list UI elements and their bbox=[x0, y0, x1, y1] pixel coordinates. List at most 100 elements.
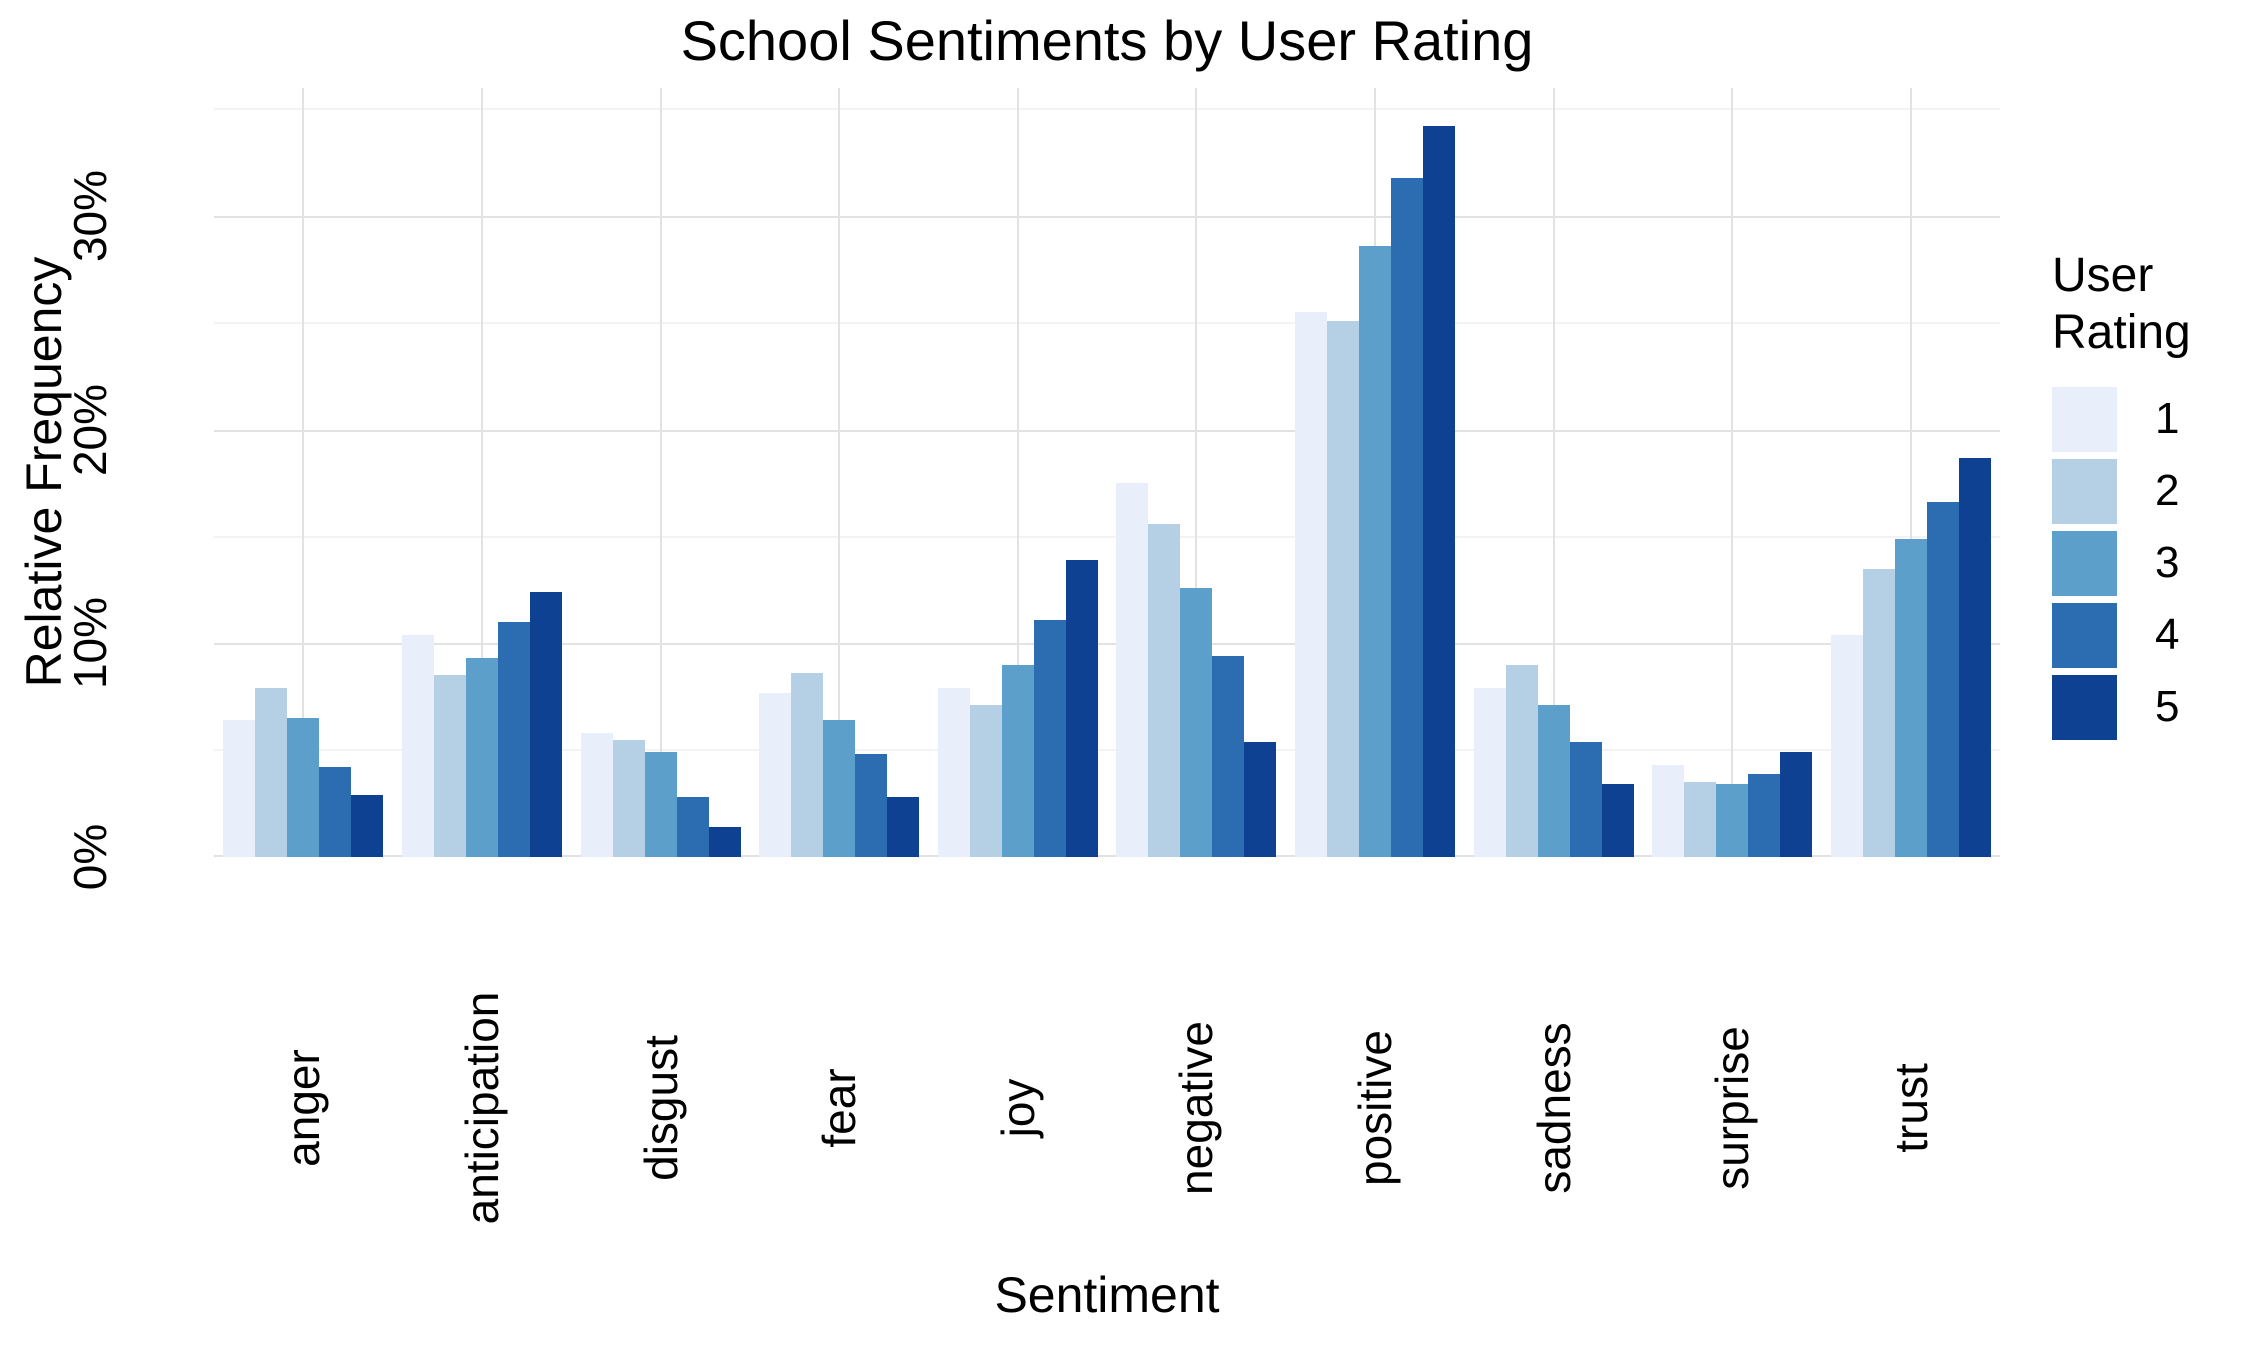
legend-swatch-1 bbox=[2052, 386, 2117, 452]
legend: User Rating 1 2 3 4 5 bbox=[2052, 248, 2262, 743]
legend-item-3: 3 bbox=[2052, 527, 2262, 599]
minor-gridline bbox=[214, 108, 2000, 111]
x-axis-title: Sentiment bbox=[994, 1267, 1220, 1323]
bar-joy-rating-1 bbox=[937, 688, 970, 857]
bar-surprise-rating-2 bbox=[1684, 782, 1717, 857]
major-gridline bbox=[214, 643, 2000, 646]
bar-sadness-rating-5 bbox=[1601, 784, 1634, 857]
bar-anticipation-rating-2 bbox=[433, 675, 466, 857]
x-tick-label-surprise: surprise bbox=[1706, 1026, 1759, 1190]
bar-negative-rating-1 bbox=[1116, 483, 1149, 857]
bar-positive-rating-2 bbox=[1326, 320, 1359, 857]
bar-joy-rating-5 bbox=[1065, 560, 1098, 857]
bar-disgust-rating-2 bbox=[612, 739, 645, 857]
category-gridline bbox=[659, 88, 662, 857]
bar-negative-rating-4 bbox=[1212, 656, 1245, 857]
bar-negative-rating-3 bbox=[1180, 587, 1213, 857]
legend-swatch-3 bbox=[2052, 530, 2117, 596]
x-tick-label-sadness: sadness bbox=[1527, 1022, 1580, 1194]
legend-swatch-5 bbox=[2052, 674, 2117, 740]
legend-label: 4 bbox=[2155, 610, 2180, 660]
bar-anticipation-rating-1 bbox=[401, 634, 434, 857]
bar-fear-rating-2 bbox=[791, 673, 824, 857]
bar-anger-rating-5 bbox=[351, 795, 384, 857]
x-tick-label-disgust: disgust bbox=[634, 1035, 687, 1181]
x-tick-label-positive: positive bbox=[1348, 1030, 1401, 1186]
legend-label: 1 bbox=[2155, 394, 2180, 444]
bar-positive-rating-4 bbox=[1390, 177, 1423, 857]
bar-anger-rating-4 bbox=[319, 767, 352, 857]
legend-swatch-4 bbox=[2052, 602, 2117, 668]
bar-surprise-rating-4 bbox=[1748, 773, 1781, 857]
legend-item-5: 5 bbox=[2052, 671, 2262, 743]
bar-disgust-rating-4 bbox=[676, 797, 709, 857]
bar-joy-rating-3 bbox=[1001, 664, 1034, 857]
category-gridline bbox=[1195, 88, 1198, 857]
bar-sadness-rating-3 bbox=[1537, 705, 1570, 857]
legend-label: 5 bbox=[2155, 682, 2180, 732]
major-gridline bbox=[214, 855, 2000, 857]
bar-sadness-rating-4 bbox=[1569, 741, 1602, 857]
x-tick-label-trust: trust bbox=[1884, 1063, 1937, 1153]
bar-anticipation-rating-4 bbox=[497, 622, 530, 857]
bar-sadness-rating-2 bbox=[1505, 664, 1538, 857]
bar-trust-rating-2 bbox=[1862, 568, 1895, 857]
bar-trust-rating-1 bbox=[1830, 634, 1863, 857]
bar-anger-rating-3 bbox=[287, 718, 320, 857]
legend-item-1: 1 bbox=[2052, 383, 2262, 455]
legend-label: 2 bbox=[2155, 466, 2180, 516]
category-gridline bbox=[1909, 88, 1912, 857]
category-gridline bbox=[1731, 88, 1734, 857]
minor-gridline bbox=[214, 749, 2000, 752]
category-gridline bbox=[1016, 88, 1019, 857]
y-tick-label: 30% bbox=[64, 170, 116, 263]
bar-disgust-rating-5 bbox=[708, 827, 741, 857]
bar-disgust-rating-1 bbox=[580, 733, 613, 857]
bar-negative-rating-2 bbox=[1148, 523, 1181, 857]
category-gridline bbox=[480, 88, 483, 857]
minor-gridline bbox=[214, 321, 2000, 324]
y-tick-label: 10% bbox=[64, 597, 116, 690]
legend-item-2: 2 bbox=[2052, 455, 2262, 527]
bar-anger-rating-1 bbox=[223, 720, 256, 857]
minor-gridline bbox=[214, 535, 2000, 538]
bar-anger-rating-2 bbox=[255, 688, 288, 857]
bar-positive-rating-3 bbox=[1358, 246, 1391, 857]
bar-fear-rating-5 bbox=[887, 797, 920, 857]
x-tick-label-fear: fear bbox=[813, 1068, 866, 1148]
major-gridline bbox=[214, 429, 2000, 432]
bar-negative-rating-5 bbox=[1244, 741, 1277, 857]
bar-fear-rating-4 bbox=[855, 754, 888, 857]
y-tick-label: 20% bbox=[64, 383, 116, 476]
x-tick-label-anticipation: anticipation bbox=[455, 991, 508, 1225]
bar-anticipation-rating-5 bbox=[529, 592, 562, 857]
category-gridline bbox=[1552, 88, 1555, 857]
bar-trust-rating-4 bbox=[1926, 502, 1959, 857]
bar-surprise-rating-3 bbox=[1716, 784, 1749, 857]
bar-sadness-rating-1 bbox=[1473, 688, 1506, 857]
legend-swatch-2 bbox=[2052, 458, 2117, 524]
category-gridline bbox=[838, 88, 841, 857]
legend-items: 1 2 3 4 5 bbox=[2052, 383, 2262, 743]
bar-positive-rating-5 bbox=[1422, 126, 1455, 857]
bar-joy-rating-4 bbox=[1033, 619, 1066, 857]
bar-surprise-rating-1 bbox=[1652, 765, 1685, 857]
legend-item-4: 4 bbox=[2052, 599, 2262, 671]
x-tick-label-joy: joy bbox=[991, 1078, 1044, 1138]
bar-anticipation-rating-3 bbox=[465, 658, 498, 857]
plot-panel bbox=[214, 88, 2000, 857]
bar-trust-rating-5 bbox=[1958, 457, 1991, 857]
legend-label: 3 bbox=[2155, 538, 2180, 588]
category-gridline bbox=[302, 88, 305, 857]
x-tick-label-anger: anger bbox=[277, 1049, 330, 1167]
bar-positive-rating-1 bbox=[1294, 312, 1327, 857]
legend-title: User Rating bbox=[2052, 249, 2191, 359]
bar-trust-rating-3 bbox=[1894, 538, 1927, 857]
x-tick-label-negative: negative bbox=[1170, 1021, 1223, 1195]
bar-fear-rating-3 bbox=[823, 720, 856, 857]
bar-disgust-rating-3 bbox=[644, 752, 677, 857]
bar-surprise-rating-5 bbox=[1780, 752, 1813, 857]
major-gridline bbox=[214, 216, 2000, 219]
bar-joy-rating-2 bbox=[969, 705, 1002, 857]
